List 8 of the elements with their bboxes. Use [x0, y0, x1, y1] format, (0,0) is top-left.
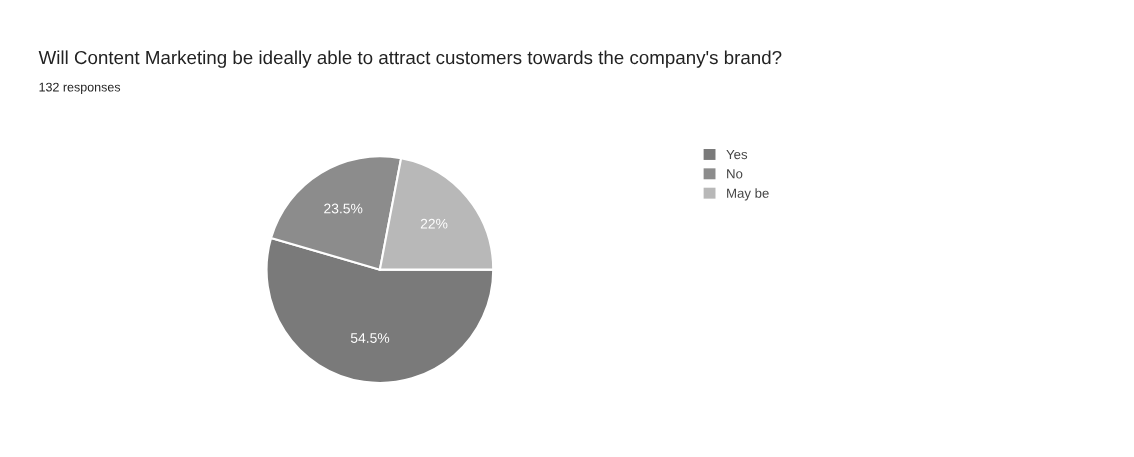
legend-label: May be: [727, 188, 769, 201]
data-label: 54.5%: [350, 333, 390, 343]
chart-title: Will Content Marketing be ideally able to attract customers towards the company's brand?: [38, 50, 782, 68]
data-label: 22%: [420, 218, 448, 229]
legend-label: Yes: [726, 149, 748, 160]
legend-label: No: [727, 169, 743, 179]
text: 132 responses: [39, 82, 121, 94]
data-label: 23.5%: [324, 203, 363, 214]
